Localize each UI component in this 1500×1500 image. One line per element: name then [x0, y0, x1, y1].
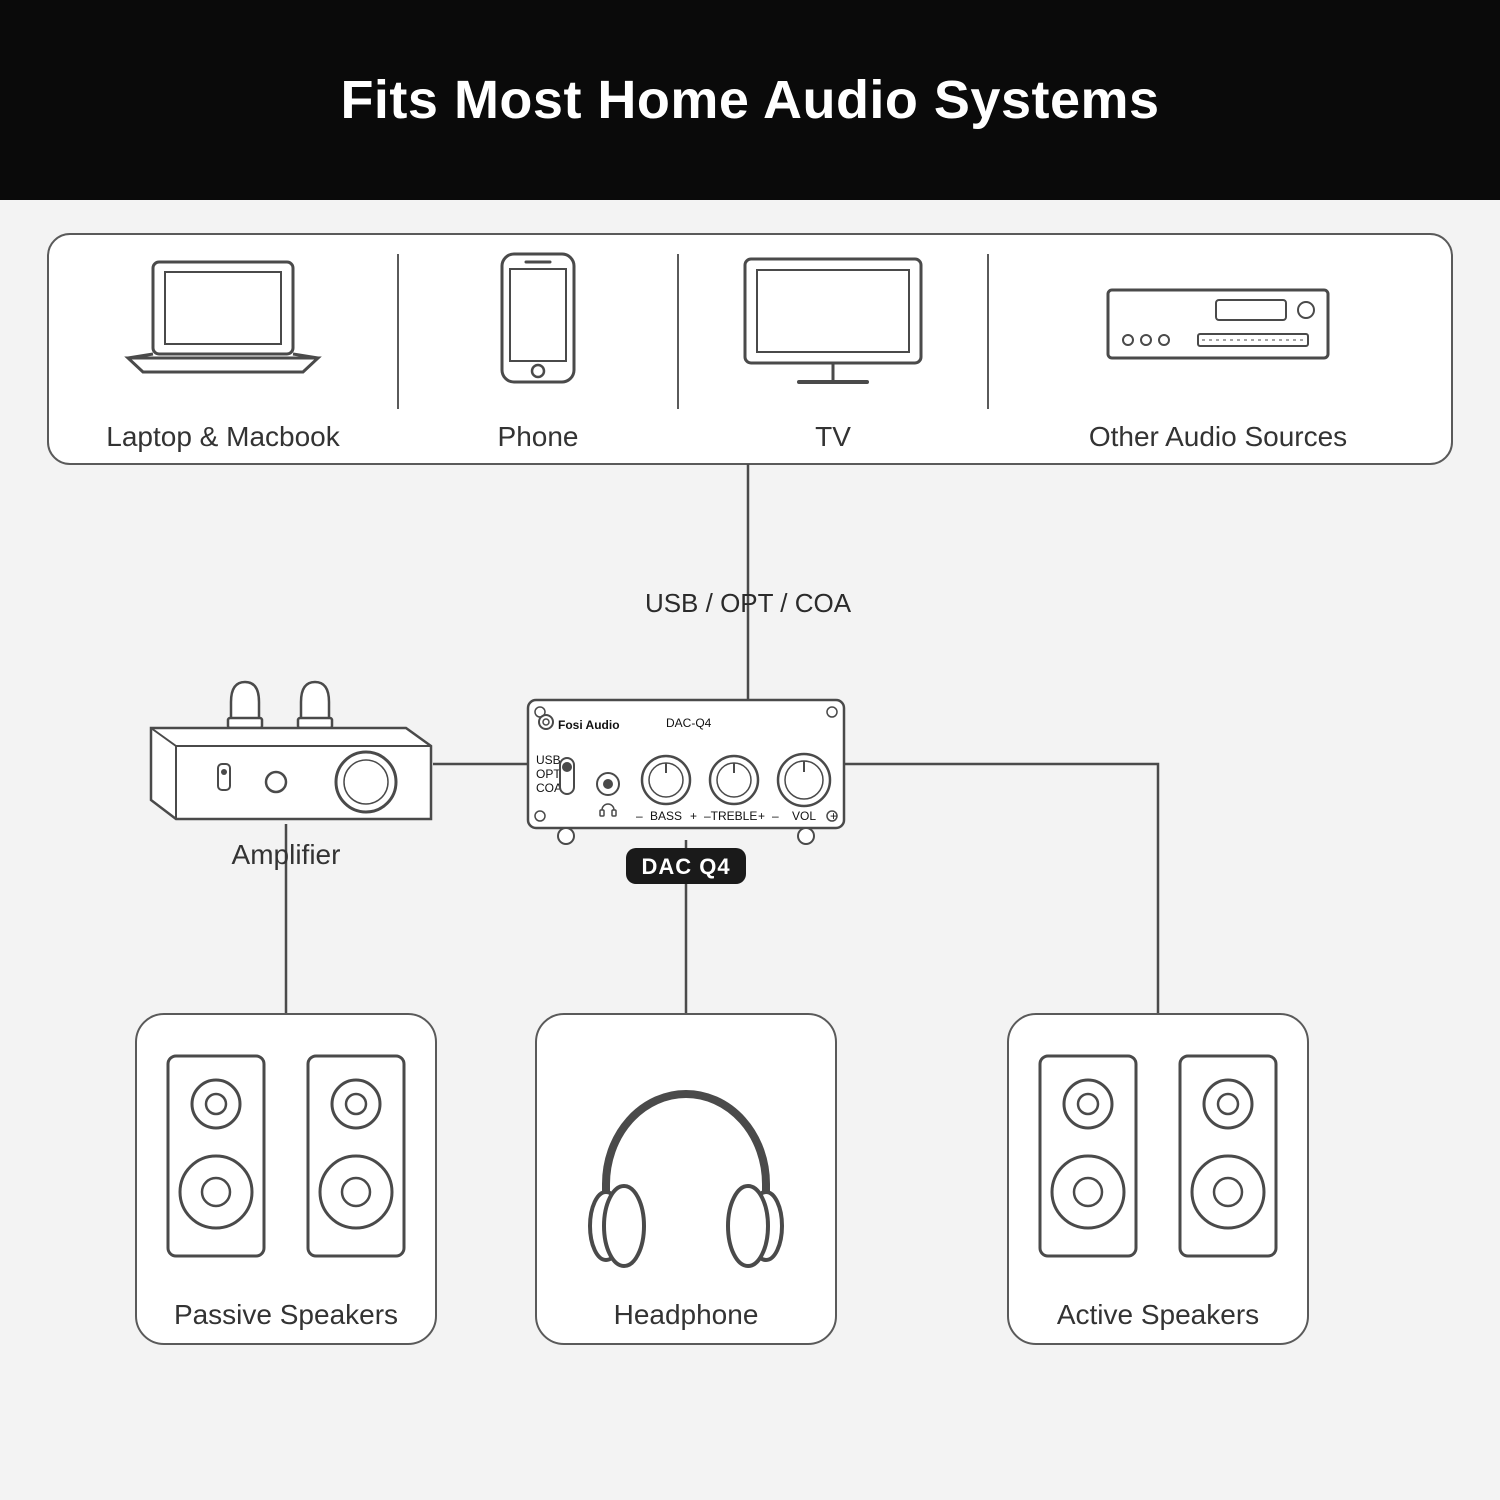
output-label-passive: Passive Speakers	[174, 1299, 398, 1330]
amplifier-label: Amplifier	[232, 839, 341, 870]
amplifier-icon	[151, 682, 431, 819]
source-label-phone: Phone	[498, 421, 579, 452]
active-speakers-box: Active Speakers	[1008, 1014, 1308, 1344]
svg-text:VOL: VOL	[792, 809, 816, 823]
page-title: Fits Most Home Audio Systems	[340, 69, 1159, 131]
passive-speakers-box: Passive Speakers	[136, 1014, 436, 1344]
svg-text:DAC Q4: DAC Q4	[641, 854, 730, 879]
dac-device: Fosi Audio DAC-Q4 USB OPT COA –	[528, 700, 844, 844]
svg-text:TREBLE: TREBLE	[711, 809, 758, 823]
svg-text:+: +	[690, 809, 697, 823]
dac-model-text: DAC-Q4	[666, 716, 712, 730]
dac-switch-coa: COA	[536, 781, 562, 795]
sources-group: Laptop & Macbook Phone TV Ot	[48, 234, 1452, 464]
output-label-active: Active Speakers	[1057, 1299, 1259, 1330]
source-label-tv: TV	[815, 421, 851, 452]
svg-text:+: +	[830, 809, 837, 823]
svg-text:BASS: BASS	[650, 809, 682, 823]
output-label-headphone: Headphone	[614, 1299, 759, 1330]
source-label-laptop: Laptop & Macbook	[106, 421, 340, 452]
dac-badge: DAC Q4	[626, 848, 746, 884]
svg-text:+: +	[758, 809, 765, 823]
connection-label: USB / OPT / COA	[645, 588, 852, 618]
svg-text:–: –	[636, 809, 643, 823]
dac-brand-text: Fosi Audio	[558, 718, 620, 732]
source-label-other: Other Audio Sources	[1089, 421, 1347, 452]
diagram-canvas: Laptop & Macbook Phone TV Ot	[0, 200, 1500, 1500]
diagram-svg: Laptop & Macbook Phone TV Ot	[28, 224, 1472, 1474]
svg-text:–: –	[772, 809, 779, 823]
header-banner: Fits Most Home Audio Systems	[0, 0, 1500, 200]
dac-switch-opt: OPT	[536, 767, 561, 781]
headphone-box: Headphone	[536, 1014, 836, 1344]
dac-switch-usb: USB	[536, 753, 561, 767]
